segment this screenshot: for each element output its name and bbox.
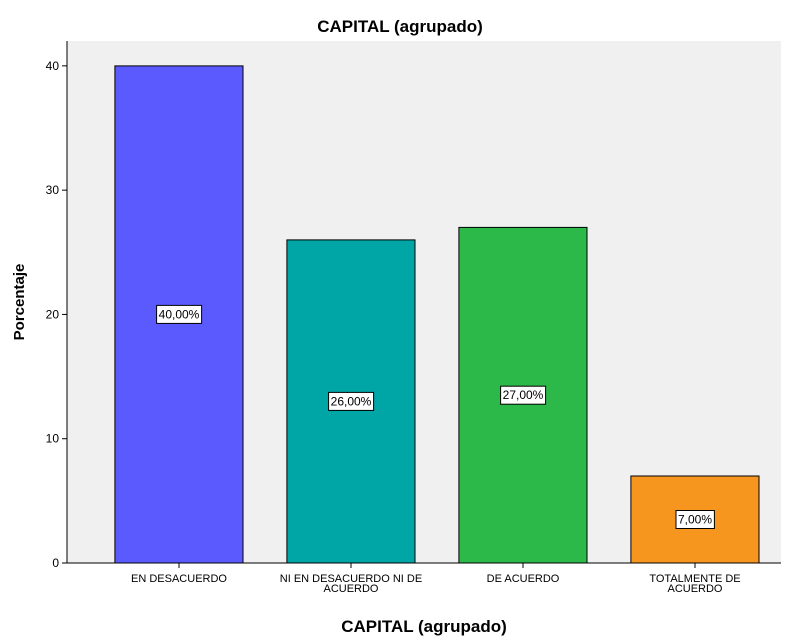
data-label-box xyxy=(156,304,203,324)
data-label-box xyxy=(500,385,547,405)
axes: EN DESACUERDO NI EN DESACUERDO NI DE ACUER… xyxy=(46,41,781,595)
x-tick-label: DE ACUERDO xyxy=(487,573,560,585)
y-axis-label: Porcentaje xyxy=(11,264,28,341)
y-tick-label: 30 xyxy=(46,183,60,197)
chart-title: CAPITAL (agrupado) xyxy=(317,17,483,36)
data-label: 27,00% xyxy=(503,388,544,402)
y-tick-label: 10 xyxy=(46,432,60,446)
data-labels-layer: 40,00% 26,00% 27,00% 7,00% xyxy=(156,304,715,529)
x-axis-label: CAPITAL (agrupado) xyxy=(341,617,507,636)
x-tick-label: TOTALMENTE DE ACUERDO xyxy=(649,573,740,595)
y-tick-label: 20 xyxy=(46,307,60,321)
data-label-box xyxy=(675,510,715,529)
data-label: 40,00% xyxy=(159,307,200,321)
data-label: 7,00% xyxy=(678,513,712,527)
data-label-box xyxy=(328,391,375,411)
y-tick-label: 0 xyxy=(52,556,59,570)
x-tick-label: NI EN DESACUERDO NI DE ACUERDO xyxy=(280,573,422,595)
x-tick-label: EN DESACUERDO xyxy=(131,573,227,585)
data-label: 26,00% xyxy=(331,394,372,408)
y-tick-label: 40 xyxy=(46,59,60,73)
